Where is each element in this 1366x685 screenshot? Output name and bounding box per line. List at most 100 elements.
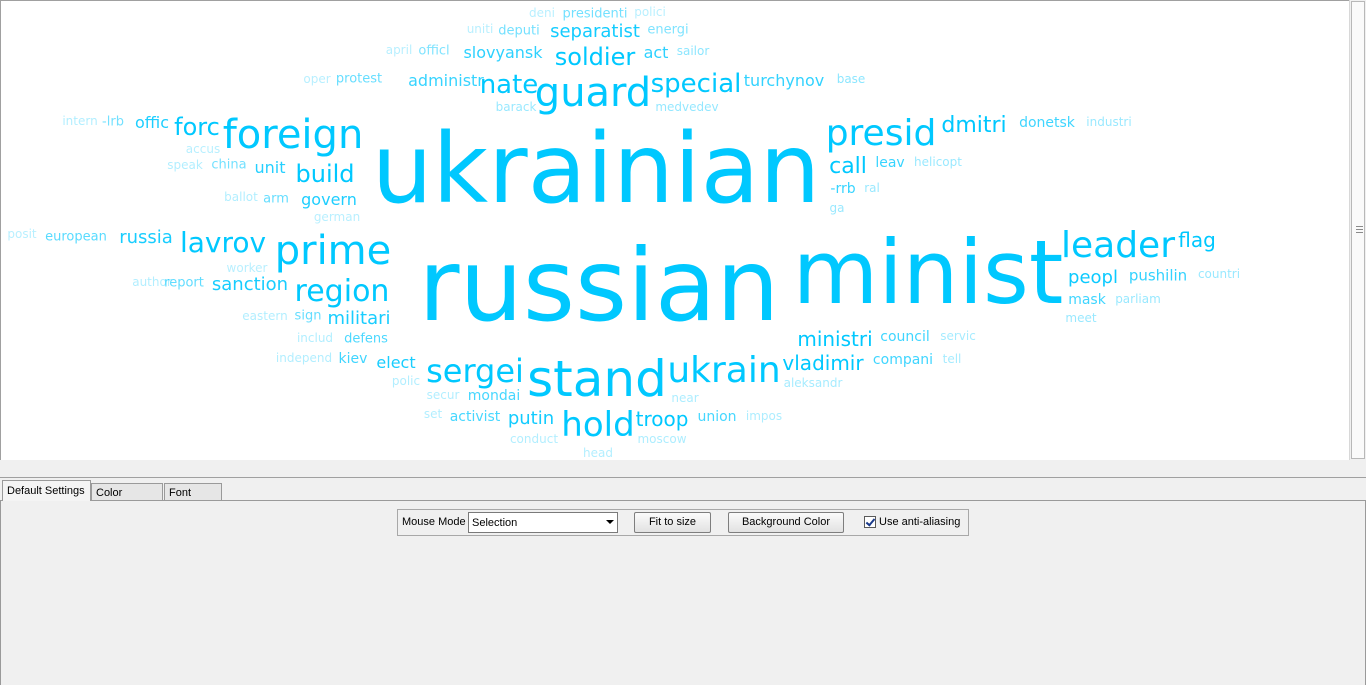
word-set[interactable]: set: [423, 407, 443, 421]
word-union[interactable]: union: [697, 409, 737, 425]
word-ministri[interactable]: ministri: [797, 327, 873, 351]
word-call[interactable]: call: [829, 154, 867, 179]
word-flag[interactable]: flag: [1178, 228, 1216, 252]
word-prime[interactable]: prime: [274, 228, 392, 274]
word-energi[interactable]: energi: [647, 22, 689, 38]
word-impos[interactable]: impos: [745, 409, 783, 423]
word-nate[interactable]: nate: [479, 70, 539, 100]
word-april[interactable]: april: [385, 43, 413, 57]
word-leader[interactable]: leader: [1060, 225, 1176, 266]
word-mask[interactable]: mask: [1068, 292, 1106, 308]
word-countri[interactable]: countri: [1197, 267, 1241, 281]
word-russia[interactable]: russia: [119, 227, 173, 248]
word-cloud-canvas[interactable]: ukrainian russian minist guard stand foreign p…: [0, 0, 1350, 461]
word-elect[interactable]: elect: [376, 353, 416, 372]
word-independ[interactable]: independ: [275, 351, 333, 365]
word-council[interactable]: council: [880, 329, 930, 345]
word-hold[interactable]: hold: [561, 405, 635, 445]
word-tell[interactable]: tell: [942, 352, 962, 366]
word-german[interactable]: german: [313, 210, 361, 224]
word-posit[interactable]: posit: [7, 227, 37, 241]
word-foreign[interactable]: foreign: [222, 112, 364, 158]
word-european[interactable]: european: [45, 229, 107, 245]
word-rrb[interactable]: -rrb: [830, 181, 856, 197]
word-soldier[interactable]: soldier: [554, 43, 636, 71]
word-slovyansk[interactable]: slovyansk: [463, 43, 543, 62]
word-compani[interactable]: compani: [872, 352, 934, 368]
word-ukrain[interactable]: ukrain: [667, 350, 781, 391]
word-stand[interactable]: stand: [527, 350, 667, 408]
word-base[interactable]: base: [836, 72, 866, 86]
word-barack[interactable]: barack: [495, 100, 537, 114]
tab-default-settings[interactable]: Default Settings: [2, 480, 91, 501]
word-forc[interactable]: forc: [174, 113, 220, 141]
word-ukrainian[interactable]: ukrainian: [371, 113, 821, 225]
fit-to-size-button[interactable]: Fit to size: [634, 512, 711, 533]
word-includ[interactable]: includ: [296, 331, 334, 345]
word-lavrov[interactable]: lavrov: [179, 226, 267, 259]
word-turchynov[interactable]: turchynov: [743, 71, 825, 90]
word-mondai[interactable]: mondai: [467, 388, 521, 404]
scrollbar-thumb[interactable]: [1351, 1, 1365, 459]
word-helicopt[interactable]: helicopt: [914, 155, 962, 169]
word-parliam[interactable]: parliam: [1115, 292, 1161, 306]
word-donetsk[interactable]: donetsk: [1019, 115, 1075, 131]
word-unit[interactable]: unit: [254, 158, 286, 177]
word-sailor[interactable]: sailor: [676, 44, 710, 58]
word-leav[interactable]: leav: [875, 155, 905, 171]
word-conduct[interactable]: conduct: [509, 432, 559, 446]
tab-color-legend[interactable]: Color Legend: [91, 483, 163, 517]
word-pushilin[interactable]: pushilin: [1128, 266, 1188, 285]
tab-font-style[interactable]: Font Style: [164, 483, 222, 517]
word-protest[interactable]: protest: [335, 71, 383, 87]
word-minist[interactable]: minist: [792, 221, 1064, 324]
word-militari[interactable]: militari: [327, 308, 391, 329]
word-build[interactable]: build: [295, 160, 355, 188]
word-act[interactable]: act: [643, 43, 669, 62]
word-speak[interactable]: speak: [167, 158, 203, 172]
word-kiev[interactable]: kiev: [338, 351, 368, 367]
word-secur[interactable]: secur: [426, 388, 460, 402]
word-uniti[interactable]: uniti: [466, 22, 494, 36]
word-activist[interactable]: activist: [449, 409, 501, 425]
word-sign[interactable]: sign: [294, 308, 322, 324]
vertical-scrollbar[interactable]: [1349, 0, 1366, 460]
word-oper[interactable]: oper: [303, 72, 331, 86]
word-near[interactable]: near: [671, 391, 699, 405]
word-administr[interactable]: administr: [408, 71, 484, 90]
word-separatist[interactable]: separatist: [550, 21, 640, 42]
word-intern[interactable]: intern: [62, 114, 98, 128]
word-putin[interactable]: putin: [507, 408, 555, 429]
word-arm[interactable]: arm: [263, 191, 289, 207]
word-russian[interactable]: russian: [418, 227, 780, 344]
word-ballot[interactable]: ballot: [224, 190, 258, 204]
word-sanction[interactable]: sanction: [211, 274, 289, 295]
word-region[interactable]: region: [294, 274, 390, 309]
word-officl[interactable]: officl: [418, 43, 450, 59]
word-eastern[interactable]: eastern: [242, 309, 288, 323]
word-deputi[interactable]: deputi: [498, 23, 540, 39]
word-industri[interactable]: industri: [1086, 115, 1132, 129]
word-guard[interactable]: guard: [534, 70, 652, 116]
word-moscow[interactable]: moscow: [637, 432, 687, 446]
word-sergei[interactable]: sergei: [426, 352, 524, 390]
word-ga[interactable]: ga: [829, 201, 845, 215]
word-peopl[interactable]: peopl: [1068, 267, 1118, 288]
word-worker[interactable]: worker: [226, 261, 268, 275]
word-presid[interactable]: presid: [825, 113, 937, 154]
word-medvedev[interactable]: medvedev: [655, 100, 719, 114]
word-accus[interactable]: accus: [185, 142, 221, 156]
word-dmitri[interactable]: dmitri: [941, 113, 1007, 138]
word-ral[interactable]: ral: [864, 181, 880, 195]
word-meet[interactable]: meet: [1065, 311, 1097, 325]
word-servic[interactable]: servic: [940, 329, 976, 343]
word-offic[interactable]: offic: [134, 113, 170, 132]
word-author[interactable]: author: [132, 275, 172, 289]
word-lrb[interactable]: -lrb: [102, 114, 124, 130]
word-head[interactable]: head: [583, 446, 613, 460]
mouse-mode-select[interactable]: Selection: [468, 512, 618, 533]
word-special[interactable]: special: [650, 69, 742, 99]
word-deni[interactable]: deni: [529, 6, 555, 20]
word-china[interactable]: china: [211, 157, 247, 173]
word-defens[interactable]: defens: [344, 331, 388, 347]
